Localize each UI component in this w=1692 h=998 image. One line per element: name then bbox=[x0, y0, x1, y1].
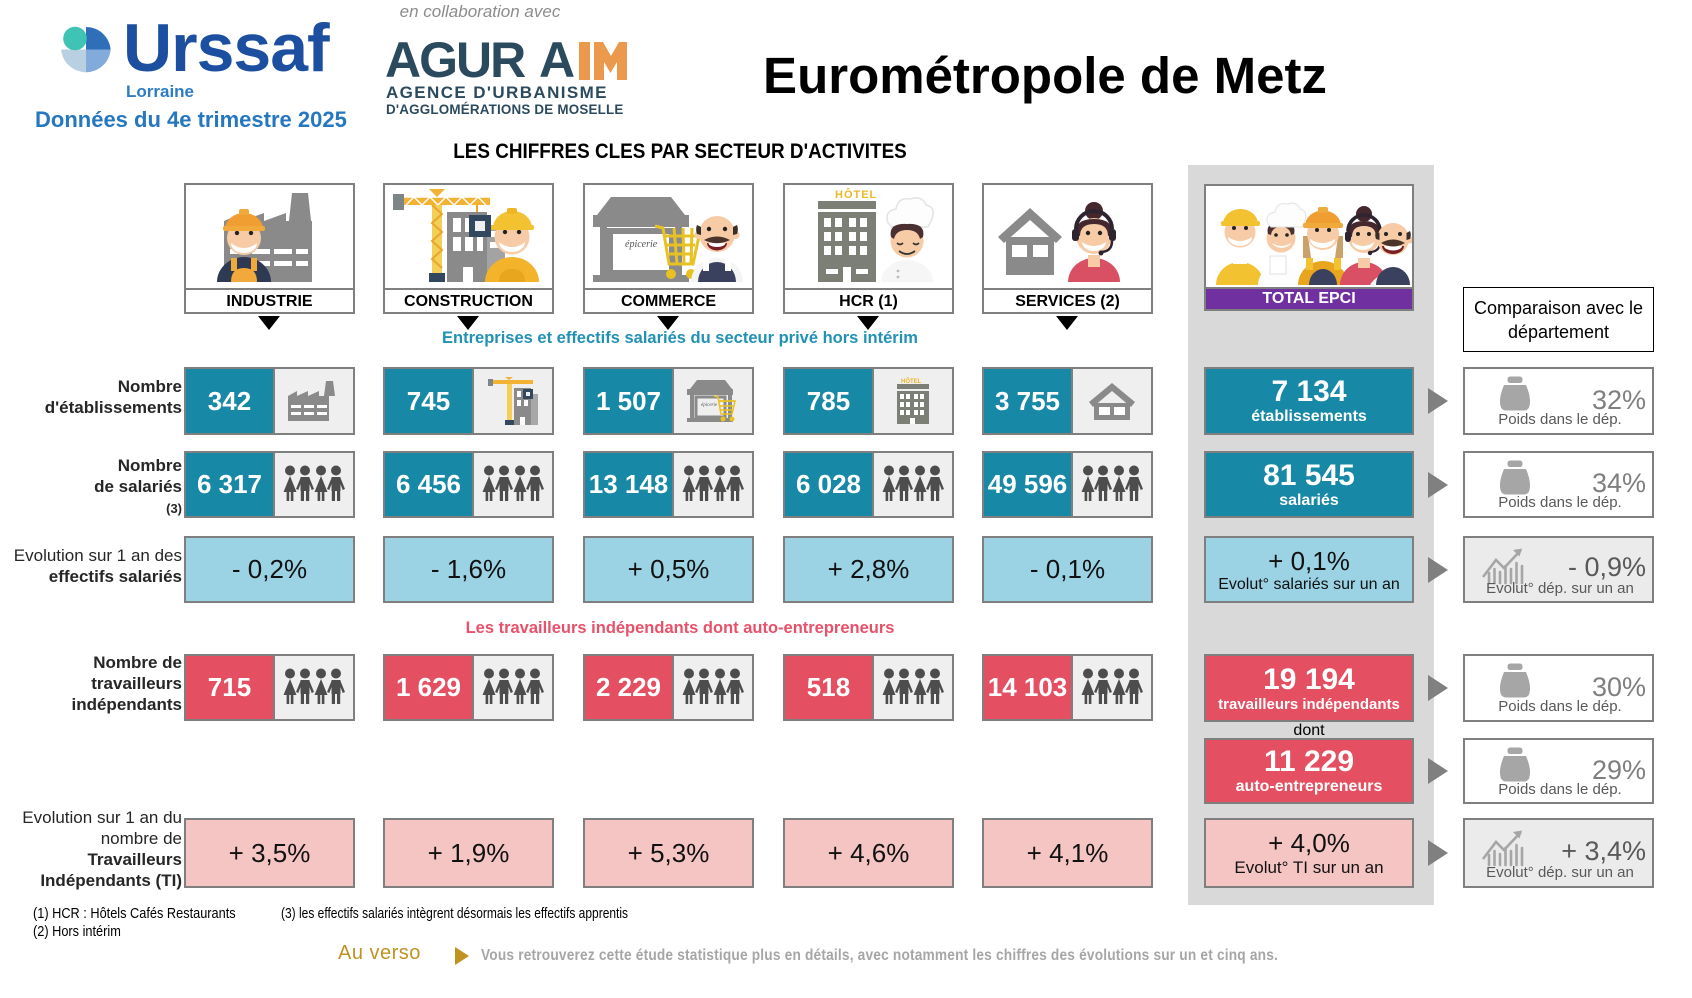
svg-text:HÔTEL: HÔTEL bbox=[835, 188, 877, 201]
svg-text:HÔTEL: HÔTEL bbox=[901, 377, 922, 385]
svg-text:épicerie: épicerie bbox=[625, 239, 658, 250]
svg-text:Lorraine: Lorraine bbox=[126, 82, 194, 101]
svg-text:A: A bbox=[539, 36, 575, 88]
svg-text:AGENCE D'URBANISME: AGENCE D'URBANISME bbox=[386, 83, 608, 102]
svg-text:AGUR: AGUR bbox=[385, 36, 526, 88]
svg-text:épicerie: épicerie bbox=[701, 403, 718, 408]
svg-text:Urssaf: Urssaf bbox=[123, 20, 330, 86]
svg-text:D'AGGLOMÉRATIONS DE MOSELLE: D'AGGLOMÉRATIONS DE MOSELLE bbox=[386, 102, 623, 116]
